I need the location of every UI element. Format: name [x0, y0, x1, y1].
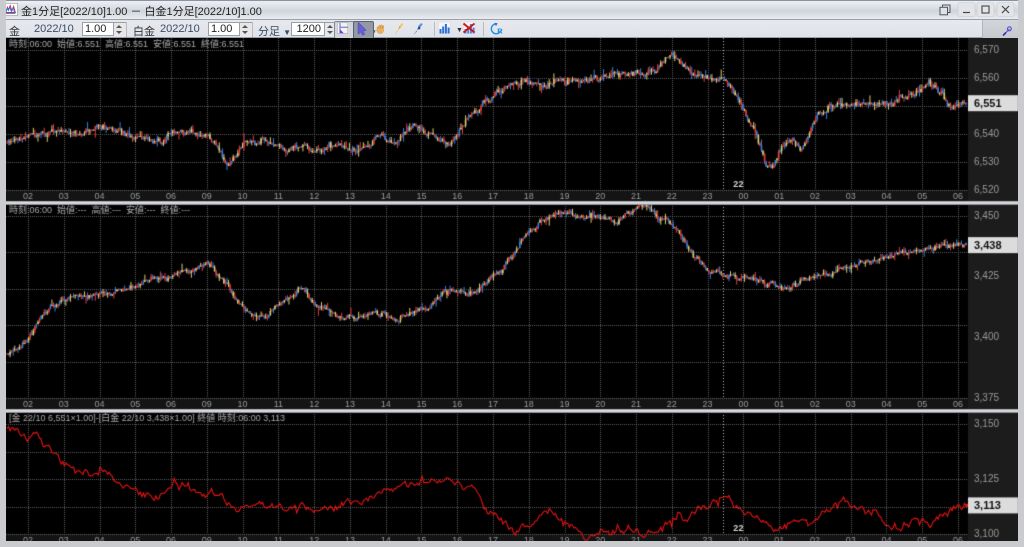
svg-text:R: R	[497, 26, 503, 35]
